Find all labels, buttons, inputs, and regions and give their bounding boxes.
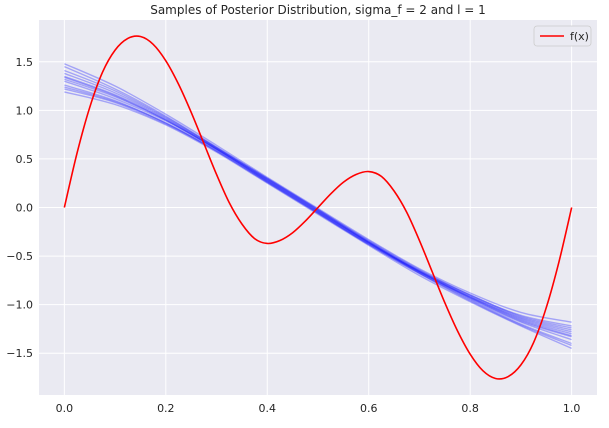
posterior-sample-line-2 <box>64 65 572 327</box>
y-tick-label: −0.5 <box>6 250 33 263</box>
posterior-sample-line-12 <box>64 76 572 337</box>
posterior-sample-line-8 <box>64 75 572 338</box>
posterior-sample-line-3 <box>64 88 572 345</box>
x-tick-label: 0.2 <box>157 402 175 415</box>
posterior-sample-line-11 <box>64 86 572 347</box>
chart-title: Samples of Posterior Distribution, sigma… <box>150 3 486 17</box>
f-x-series-line <box>63 35 573 380</box>
x-tick-label: 0.6 <box>360 402 378 415</box>
y-tick-label: −1.0 <box>6 299 33 312</box>
legend: f(x) <box>533 25 592 47</box>
posterior-sample-line-1 <box>64 78 572 335</box>
posterior-sample-line-9 <box>64 80 572 333</box>
y-tick-labels: 1.5 1.0 0.5 0.0 −0.5 −1.0 −1.5 <box>6 56 33 360</box>
x-tick-label: 0.8 <box>461 402 479 415</box>
posterior-sample-line-5 <box>64 84 572 341</box>
x-tick-label: 1.0 <box>563 402 581 415</box>
x-tick-label: 0.0 <box>56 402 74 415</box>
y-tick-label: 1.0 <box>16 104 34 117</box>
y-tick-label: 0.0 <box>16 202 34 215</box>
true-function-line <box>63 35 573 380</box>
posterior-sample-lines <box>64 63 572 350</box>
y-tick-label: −1.5 <box>6 347 33 360</box>
x-tick-labels: 0.0 0.2 0.4 0.6 0.8 1.0 <box>56 402 581 415</box>
posterior-sample-line-10 <box>64 69 572 329</box>
y-tick-label: 0.5 <box>16 153 34 166</box>
posterior-sample-line-4 <box>64 72 572 331</box>
x-tick-label: 0.4 <box>259 402 277 415</box>
legend-label-f-x: f(x) <box>570 30 589 43</box>
y-tick-label: 1.5 <box>16 56 34 69</box>
posterior-sample-line-7 <box>64 91 572 350</box>
